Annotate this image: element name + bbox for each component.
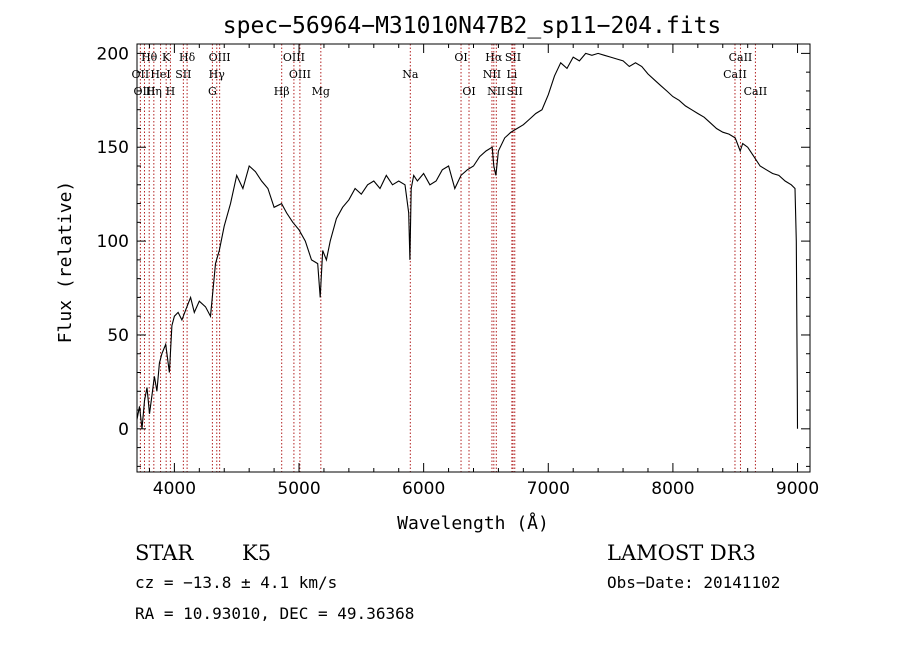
spectral-subclass: K5 (242, 541, 271, 565)
y-tick-label: 150 (97, 138, 129, 158)
emission-line-label: SII (507, 85, 523, 98)
emission-line-label: Hα (485, 51, 503, 64)
emission-line-label: SII (175, 68, 191, 81)
y-tick-label: 0 (118, 420, 129, 440)
emission-line-label: OIII (209, 51, 231, 64)
emission-line-label: Mg (312, 85, 330, 98)
emission-line-label: Hδ (179, 51, 196, 64)
emission-line-label: Hθ (141, 51, 158, 64)
observation-date: Obs−Date: 20141102 (607, 573, 780, 592)
emission-line-label: OIII (289, 68, 311, 81)
emission-line-label: NII (487, 85, 505, 98)
emission-line-label: Hη (146, 85, 162, 98)
x-tick-label: 9000 (776, 479, 819, 499)
emission-line-label: HeI (150, 68, 170, 81)
emission-line-label: CaII (723, 68, 747, 81)
x-tick-label: 4000 (153, 479, 196, 499)
x-tick-label: 7000 (527, 479, 570, 499)
x-tick-label: 8000 (651, 479, 694, 499)
axis-ticks: 4000 5000 6000 7000 8000 9000 0 50 100 150 200 (97, 44, 819, 499)
emission-line-label: OIII (133, 85, 155, 98)
y-tick-label: 200 (97, 44, 129, 64)
x-tick-label: 5000 (277, 479, 320, 499)
emission-line-label: NII (483, 68, 501, 81)
y-axis-label: Flux (relative) (55, 181, 76, 344)
emission-line-label: CaII (744, 85, 768, 98)
emission-line-label: Li (506, 68, 517, 81)
emission-line-label: Hγ (209, 68, 226, 81)
emission-line-label: Na (402, 68, 419, 81)
emission-line-label: SII (505, 51, 521, 64)
flux-series-line (136, 52, 799, 429)
redshift-value: cz = −13.8 ± 4.1 km/s (135, 573, 337, 592)
emission-line-label: OIII (283, 51, 305, 64)
emission-line-label: OI (462, 85, 475, 98)
emission-line-label: OII (132, 68, 150, 81)
x-axis-label: Wavelength (Å) (397, 512, 549, 534)
chart-title: spec−56964−M31010N47B2_sp11−204.fits (223, 13, 722, 39)
coordinates: RA = 10.93010, DEC = 49.36368 (135, 604, 414, 623)
y-tick-label: 100 (97, 232, 129, 252)
emission-line-label: H (166, 85, 176, 98)
survey-name: LAMOST DR3 (607, 541, 756, 565)
object-class: STAR (135, 541, 194, 565)
emission-line-label: CaII (729, 51, 753, 64)
x-tick-label: 6000 (402, 479, 445, 499)
emission-line-label: OI (454, 51, 467, 64)
emission-line-label: G (208, 85, 217, 98)
emission-line-label: Hβ (274, 85, 290, 98)
emission-line-label: K (162, 51, 171, 64)
y-tick-label: 50 (107, 326, 129, 346)
